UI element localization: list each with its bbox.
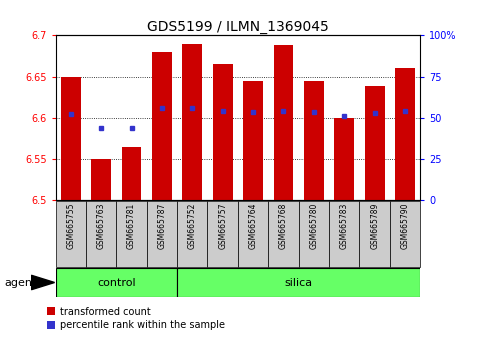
Bar [238, 201, 268, 267]
Bar [273, 45, 293, 200]
Bar [56, 201, 86, 267]
Bar [334, 118, 354, 200]
Bar [304, 81, 324, 200]
Bar [147, 201, 177, 267]
Polygon shape [31, 275, 55, 290]
Bar [213, 64, 232, 200]
Text: GSM665768: GSM665768 [279, 203, 288, 249]
Bar [61, 76, 81, 200]
Text: GSM665755: GSM665755 [66, 203, 75, 249]
Bar [56, 268, 177, 297]
Text: GSM665752: GSM665752 [188, 203, 197, 249]
Bar [122, 147, 142, 200]
Bar [183, 44, 202, 200]
Bar [177, 268, 420, 297]
Bar [298, 201, 329, 267]
Bar [116, 201, 147, 267]
Text: GSM665787: GSM665787 [157, 203, 167, 249]
Text: GSM665789: GSM665789 [370, 203, 379, 249]
Text: agent: agent [5, 278, 37, 288]
Bar [329, 201, 359, 267]
Text: GSM665780: GSM665780 [309, 203, 318, 249]
Text: GSM665790: GSM665790 [400, 203, 410, 249]
Legend: transformed count, percentile rank within the sample: transformed count, percentile rank withi… [43, 303, 229, 334]
Text: GSM665763: GSM665763 [97, 203, 106, 249]
Bar [91, 159, 111, 200]
Text: GSM665783: GSM665783 [340, 203, 349, 249]
Title: GDS5199 / ILMN_1369045: GDS5199 / ILMN_1369045 [147, 21, 329, 34]
Bar [177, 201, 208, 267]
Bar [208, 201, 238, 267]
Bar [152, 52, 172, 200]
Bar [243, 81, 263, 200]
Text: control: control [97, 278, 136, 288]
Bar [390, 201, 420, 267]
Text: GSM665781: GSM665781 [127, 203, 136, 249]
Bar [365, 86, 384, 200]
Text: GSM665764: GSM665764 [249, 203, 257, 249]
Bar [395, 68, 415, 200]
Text: silica: silica [284, 278, 313, 288]
Bar [86, 201, 116, 267]
Bar [359, 201, 390, 267]
Bar [268, 201, 298, 267]
Text: GSM665757: GSM665757 [218, 203, 227, 249]
